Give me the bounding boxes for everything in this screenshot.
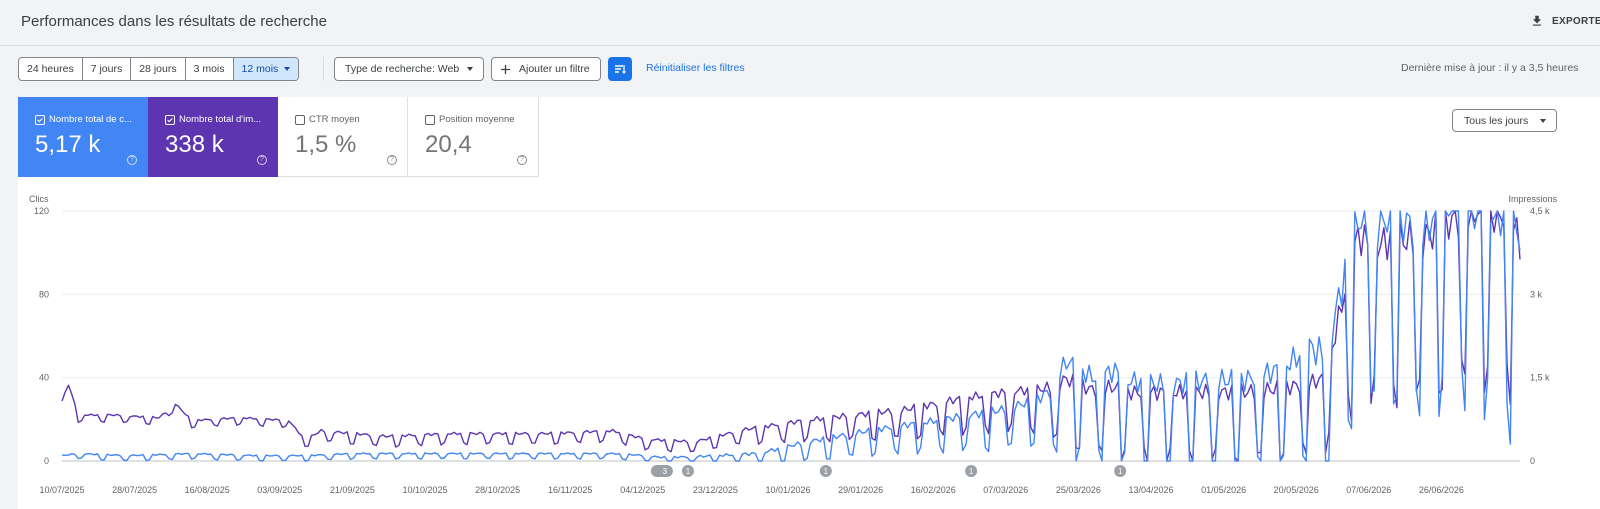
- plus-icon: [500, 64, 511, 74]
- chevron-down-icon: [1540, 118, 1546, 123]
- checkbox-checked-icon[interactable]: [35, 114, 45, 125]
- x-tick-label: 07/03/2026: [983, 485, 1028, 495]
- range-12m-label: 12 mois: [241, 63, 279, 75]
- metric-value: 338 k: [165, 131, 224, 158]
- annotation-label: 1: [969, 467, 974, 476]
- range-12m[interactable]: 12 mois: [233, 58, 299, 80]
- x-tick-label: 03/09/2025: [257, 485, 302, 495]
- x-tick-label: 21/09/2025: [330, 485, 375, 495]
- search-type-label: Type de recherche: Web: [345, 63, 460, 75]
- x-tick-label: 16/02/2026: [911, 485, 956, 495]
- download-icon: [1532, 15, 1542, 26]
- x-tick-label: 25/03/2026: [1056, 485, 1101, 495]
- x-tick-label: 13/04/2026: [1128, 485, 1173, 495]
- x-tick-label: 10/07/2025: [39, 485, 84, 495]
- x-tick-label: 04/12/2025: [620, 485, 665, 495]
- metric-label: Position moyenne: [439, 114, 515, 125]
- help-icon[interactable]: ?: [127, 155, 137, 165]
- x-tick-label: 26/06/2026: [1419, 485, 1464, 495]
- right-tick-label: 0: [1530, 456, 1535, 466]
- metric-label: CTR moyen: [309, 114, 360, 125]
- annotation-label: 1: [686, 467, 691, 476]
- page-title: Performances dans les résultats de reche…: [21, 13, 327, 30]
- add-filter-button[interactable]: Ajouter un filtre: [491, 57, 601, 81]
- annotation-marker: [965, 465, 978, 477]
- metric-label: Nombre total de c...: [49, 114, 132, 125]
- reset-filters-link[interactable]: Réinitialiser les filtres: [646, 62, 745, 74]
- left-tick-label: 40: [39, 373, 49, 383]
- annotation-marker: [1114, 465, 1127, 477]
- export-button[interactable]: EXPORTER: [1530, 14, 1600, 28]
- x-tick-label: 20/05/2026: [1274, 485, 1319, 495]
- x-tick-label: 10/01/2026: [765, 485, 810, 495]
- divider: [323, 57, 324, 81]
- annotation-label: 3: [663, 467, 668, 476]
- x-tick-label: 23/12/2025: [693, 485, 738, 495]
- annotation-label: 1: [824, 467, 829, 476]
- last-update-text: Dernière mise à jour : il y a 3,5 heures: [1401, 62, 1579, 74]
- x-tick-label: 10/10/2025: [402, 485, 447, 495]
- left-tick-label: 120: [34, 206, 49, 216]
- range-3m[interactable]: 3 mois: [186, 58, 234, 80]
- x-tick-label: 01/05/2026: [1201, 485, 1246, 495]
- help-icon[interactable]: ?: [517, 155, 527, 165]
- metric-card-clicks[interactable]: Nombre total de c... 5,17 k ?: [18, 97, 148, 177]
- x-tick-label: 16/08/2025: [185, 485, 230, 495]
- filter-bar: 24 heures 7 jours 28 jours 3 mois 12 moi…: [0, 57, 1600, 81]
- range-24h[interactable]: 24 heures: [19, 58, 83, 80]
- checkbox-icon[interactable]: [295, 114, 305, 125]
- x-tick-label: 16/11/2025: [548, 485, 592, 495]
- filter-settings-button[interactable]: [608, 57, 632, 81]
- right-axis-label: Impressions: [1508, 194, 1557, 204]
- add-filter-label: Ajouter un filtre: [519, 63, 590, 75]
- metric-value: 1,5 %: [295, 131, 357, 158]
- annotation-marker: [650, 465, 673, 477]
- aggregation-select-label: Tous les jours: [1464, 114, 1529, 127]
- right-tick-label: 1,5 k: [1530, 373, 1550, 383]
- chevron-down-icon: [467, 67, 474, 71]
- help-icon[interactable]: ?: [257, 155, 267, 165]
- metric-card-position[interactable]: Position moyenne 20,4 ?: [408, 97, 539, 177]
- checkbox-checked-icon[interactable]: [165, 114, 175, 125]
- left-tick-label: 80: [39, 289, 49, 299]
- checkbox-icon[interactable]: [425, 114, 435, 125]
- metric-card-ctr[interactable]: CTR moyen 1,5 % ?: [278, 97, 408, 177]
- right-tick-label: 4,5 k: [1530, 206, 1550, 216]
- left-tick-label: 0: [44, 456, 49, 466]
- x-tick-label: 28/07/2025: [112, 485, 157, 495]
- metric-value: 20,4: [425, 131, 472, 158]
- chevron-down-icon: [284, 67, 291, 71]
- annotation-label: 1: [1118, 467, 1123, 476]
- left-axis-label: Clics: [29, 194, 49, 204]
- metric-value: 5,17 k: [35, 131, 101, 158]
- annotation-marker: [681, 465, 694, 477]
- search-type-filter[interactable]: Type de recherche: Web: [334, 57, 485, 81]
- help-icon[interactable]: ?: [387, 155, 397, 165]
- metric-label: Nombre total d'im...: [179, 114, 262, 125]
- metric-card-impressions[interactable]: Nombre total d'im... 338 k ?: [148, 97, 278, 177]
- right-tick-label: 3 k: [1530, 289, 1543, 299]
- date-range-selector: 24 heures 7 jours 28 jours 3 mois 12 moi…: [18, 57, 300, 81]
- annotation-marker: [819, 465, 832, 477]
- x-tick-label: 28/10/2025: [475, 485, 520, 495]
- export-label: EXPORTER: [1552, 15, 1600, 27]
- series-line: [61, 210, 1521, 462]
- aggregation-select[interactable]: Tous les jours: [1452, 109, 1557, 132]
- x-tick-label: 07/06/2026: [1346, 485, 1391, 495]
- x-tick-label: 29/01/2026: [838, 485, 883, 495]
- performance-card: Nombre total de c... 5,17 k ? Nombre tot…: [18, 97, 1600, 509]
- filter-list-icon: [615, 65, 626, 74]
- range-28d[interactable]: 28 jours: [131, 58, 186, 80]
- page-header: Performances dans les résultats de reche…: [0, 0, 1600, 46]
- range-7d[interactable]: 7 jours: [83, 58, 132, 80]
